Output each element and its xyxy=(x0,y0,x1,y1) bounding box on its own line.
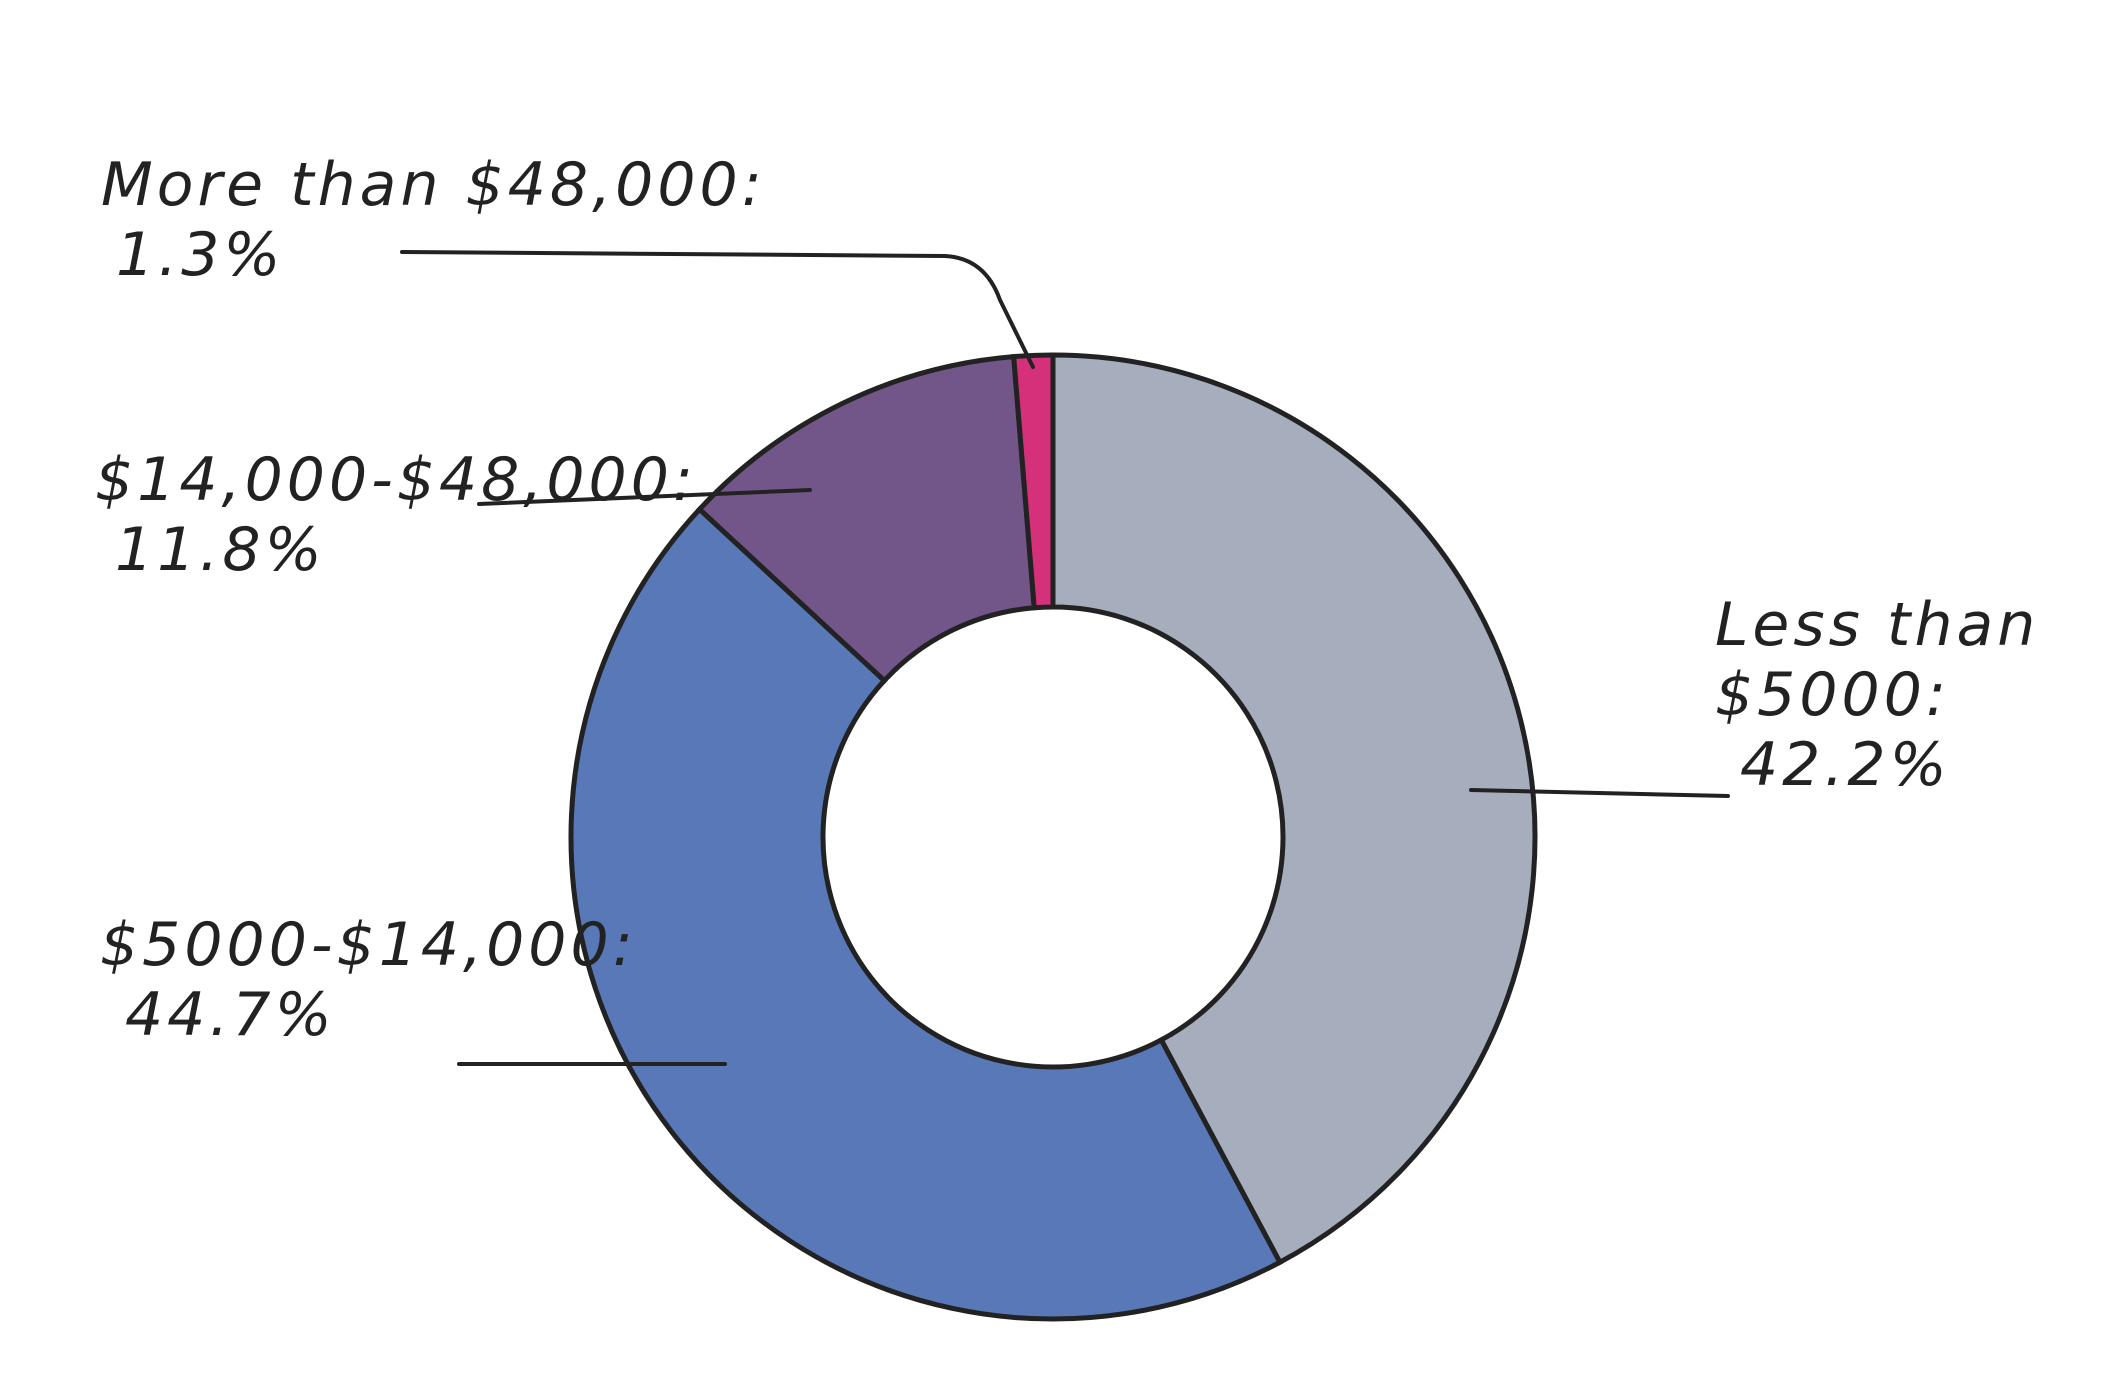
value-label: 1.3% xyxy=(116,220,285,290)
leader-line xyxy=(400,250,1035,369)
donut-slice xyxy=(568,505,1284,1322)
donut-slice xyxy=(1050,352,1538,1266)
category-label: Less than $5000: xyxy=(1715,590,2040,730)
leader-line xyxy=(1469,788,1730,798)
category-label: $5000-$14,000: xyxy=(100,910,637,980)
donut-slice xyxy=(696,353,1037,685)
slice-label: $5000-$14,000: 44.7% xyxy=(100,910,637,1050)
leader-line xyxy=(477,488,812,506)
category-label: More than $48,000: xyxy=(101,150,766,220)
value-label: 11.8% xyxy=(115,515,326,585)
slice-label: More than $48,000: 1.3% xyxy=(101,150,1001,290)
slice-label: Less than $5000: 42.2% xyxy=(1715,590,2045,800)
value-label: 44.7% xyxy=(125,980,336,1050)
category-label: $14,000-$48,000: xyxy=(95,445,698,515)
slice-label: $14,000-$48,000: 11.8% xyxy=(95,445,698,585)
value-label: 42.2% xyxy=(1740,730,1951,800)
